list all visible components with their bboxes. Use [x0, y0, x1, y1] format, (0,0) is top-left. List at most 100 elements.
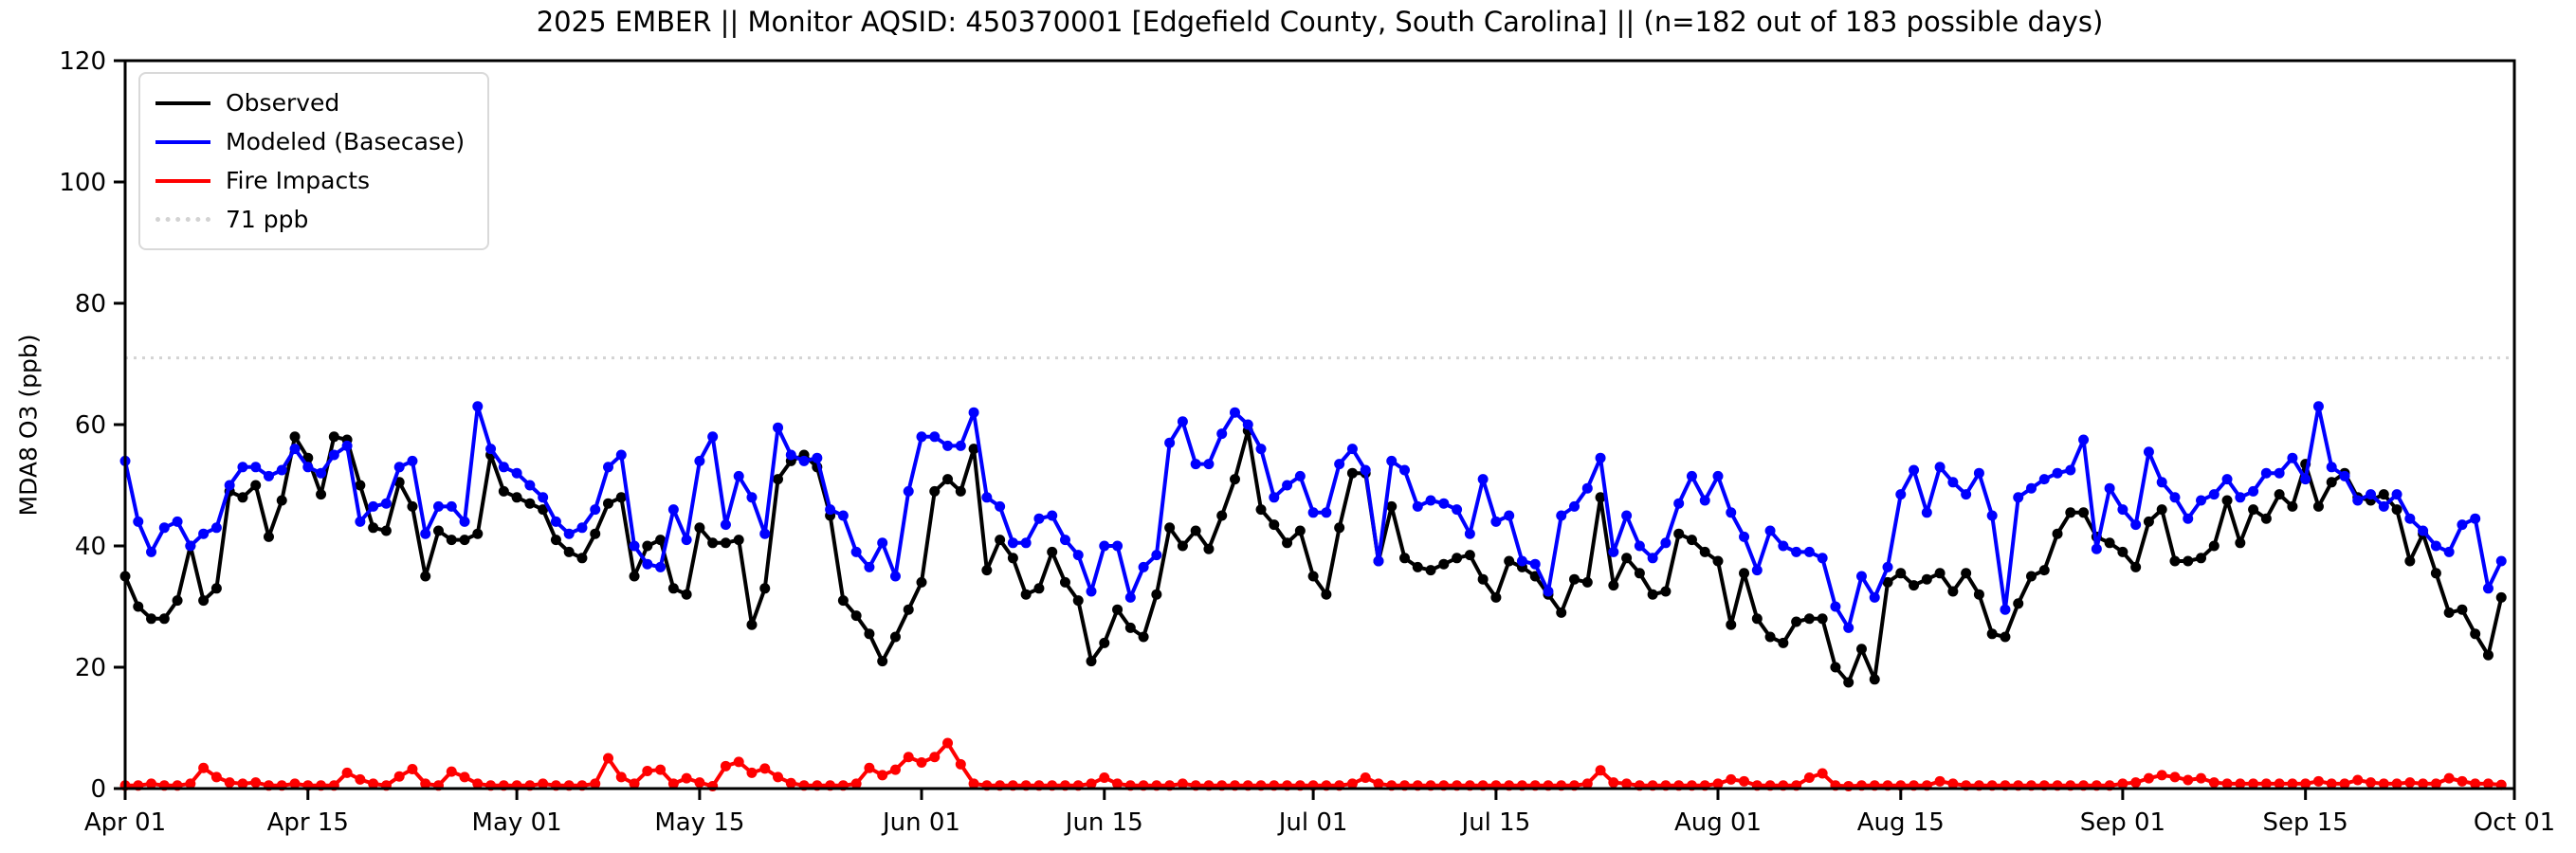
series-marker	[2000, 604, 2011, 615]
series-marker	[1921, 507, 1932, 518]
series-marker	[916, 756, 927, 768]
series-marker	[2274, 467, 2285, 479]
series-marker	[341, 440, 353, 451]
series-marker	[981, 565, 993, 576]
series-marker	[1947, 477, 1959, 488]
series-marker	[1986, 510, 1998, 521]
series-marker	[2404, 555, 2416, 567]
legend: Observed Modeled (Basecase) Fire Impacts 71…	[138, 72, 490, 250]
series-marker	[2065, 507, 2076, 518]
series-marker	[655, 561, 667, 572]
series-marker	[1282, 537, 1293, 549]
series-marker	[2183, 513, 2194, 524]
series-marker	[1608, 546, 1619, 557]
y-tick-label: 20	[75, 654, 106, 682]
legend-row-0: Observed	[155, 83, 465, 122]
series-marker	[1033, 583, 1045, 594]
series-marker	[316, 467, 327, 479]
series-marker	[1425, 495, 1436, 506]
series-marker	[1477, 474, 1489, 485]
legend-label: Fire Impacts	[226, 167, 371, 194]
series-marker	[655, 764, 667, 775]
series-marker	[2260, 778, 2272, 789]
series-marker	[1634, 540, 1645, 552]
series-marker	[2130, 777, 2142, 789]
series-marker	[576, 553, 588, 564]
series-marker	[393, 771, 405, 782]
series-marker	[380, 525, 392, 536]
legend-label: Modeled (Basecase)	[226, 128, 466, 155]
series-marker	[1425, 565, 1436, 576]
series-marker	[1438, 498, 1450, 509]
series-marker	[2221, 474, 2233, 485]
series-marker	[1895, 568, 1907, 579]
series-marker	[2143, 516, 2154, 527]
x-tick-label: Jun 15	[1064, 808, 1143, 837]
series-marker	[1778, 540, 1789, 552]
series-marker	[2260, 513, 2272, 524]
series-marker	[667, 504, 679, 516]
series-marker	[877, 656, 888, 667]
x-tick-label: Jun 01	[881, 808, 960, 837]
series-marker	[1791, 546, 1802, 557]
series-marker	[1686, 470, 1697, 481]
series-marker	[2482, 649, 2494, 661]
series-marker	[773, 474, 784, 485]
series-marker	[2248, 504, 2259, 516]
series-marker	[1855, 571, 1867, 582]
series-marker	[1726, 773, 1737, 785]
series-marker	[2248, 485, 2259, 497]
series-marker	[955, 485, 966, 497]
series-marker	[1072, 550, 1084, 561]
series-marker	[2378, 500, 2389, 512]
series-marker	[642, 540, 653, 552]
series-marker	[1934, 462, 1946, 473]
series-marker	[1843, 622, 1854, 633]
series-marker	[1294, 470, 1306, 481]
series-marker	[720, 519, 731, 531]
y-tick-label: 80	[75, 290, 106, 318]
series-marker	[2495, 591, 2507, 603]
series-marker	[681, 772, 692, 784]
series-marker	[146, 546, 157, 557]
series-marker	[733, 756, 744, 768]
series-marker	[2312, 500, 2324, 512]
series-marker	[2235, 537, 2246, 549]
series-marker	[1673, 498, 1685, 509]
series-marker	[629, 571, 640, 582]
series-marker	[210, 522, 222, 534]
series-marker	[355, 773, 366, 785]
series-marker	[1386, 455, 1398, 466]
legend-label: Observed	[226, 89, 340, 117]
series-marker	[1934, 775, 1946, 787]
series-marker	[2025, 571, 2037, 582]
series-marker	[446, 535, 457, 546]
series-marker	[1608, 580, 1619, 591]
x-tick-label: Apr 15	[267, 808, 349, 837]
series-marker	[642, 558, 653, 570]
series-marker	[889, 764, 901, 775]
series-marker	[590, 778, 601, 789]
series-marker	[2130, 519, 2142, 531]
y-tick-label: 40	[75, 533, 106, 561]
series-marker	[2404, 513, 2416, 524]
series-marker	[2052, 528, 2063, 539]
series-marker	[550, 516, 561, 527]
series-marker	[773, 422, 784, 433]
series-marker	[1059, 535, 1070, 546]
series-marker	[289, 444, 301, 455]
series-marker	[2470, 628, 2481, 640]
series-marker	[2130, 561, 2142, 572]
series-marker	[837, 595, 849, 607]
series-marker	[2104, 482, 2115, 494]
series-marker	[1634, 568, 1645, 579]
series-marker	[2052, 467, 2063, 479]
series-marker	[590, 528, 601, 539]
series-marker	[511, 492, 522, 503]
series-marker	[2418, 778, 2429, 789]
series-marker	[1803, 771, 1815, 783]
series-marker	[1151, 550, 1162, 561]
series-marker	[2208, 489, 2220, 500]
series-marker	[420, 528, 431, 539]
series-marker	[2378, 489, 2389, 500]
